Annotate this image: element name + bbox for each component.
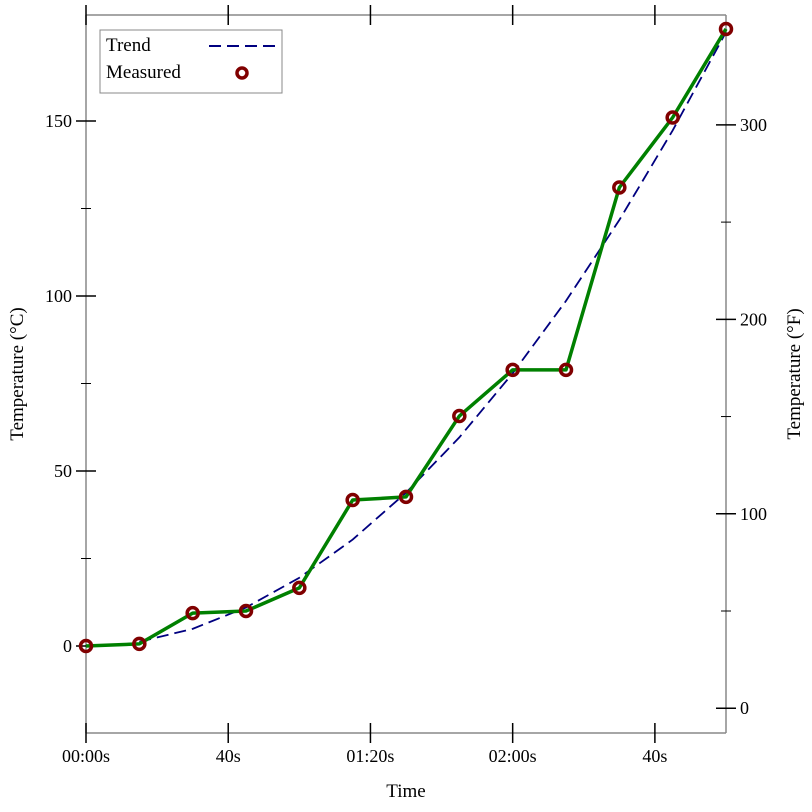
y-tick-label: 50 xyxy=(54,461,72,481)
y-axis-label: Temperature (°C) xyxy=(7,307,28,440)
x-tick-label: 00:00s xyxy=(62,746,110,766)
legend-label-measured: Measured xyxy=(106,62,181,83)
measured-point xyxy=(78,638,94,654)
y-right-tick-label: 300 xyxy=(740,115,767,135)
x-axis-label: Time xyxy=(386,781,425,802)
measured-point xyxy=(718,21,734,37)
y-tick-label: 100 xyxy=(45,286,72,306)
measured-point xyxy=(132,636,147,652)
y-tick-label: 150 xyxy=(45,111,72,131)
y-right-tick-label: 0 xyxy=(740,698,749,718)
x-tick-label: 01:20s xyxy=(346,746,394,766)
y-right-tick-label: 200 xyxy=(740,309,767,329)
x-tick-label: 40s xyxy=(642,746,667,766)
measured-point xyxy=(398,489,414,505)
measured-point xyxy=(558,362,574,378)
legend-label-trend: Trend xyxy=(106,35,151,56)
y-axis-right-label: Temperature (°F) xyxy=(784,308,805,439)
measured-point xyxy=(292,580,307,596)
y-tick-label: 0 xyxy=(63,636,72,656)
trend-line xyxy=(139,31,727,643)
legend-swatch-measured xyxy=(235,66,249,80)
measured-point xyxy=(238,603,254,619)
x-tick-label: 02:00s xyxy=(489,746,537,766)
y-right-tick-label: 100 xyxy=(740,504,767,524)
measured-point xyxy=(612,180,627,195)
x-tick-label: 40s xyxy=(216,746,241,766)
measured-line xyxy=(85,28,728,648)
measured-point xyxy=(345,492,360,508)
measured-point xyxy=(505,362,520,378)
measured-point xyxy=(452,408,467,424)
measured-point xyxy=(185,605,200,621)
legend: Trend Measured xyxy=(99,29,283,94)
measured-point xyxy=(665,110,680,125)
